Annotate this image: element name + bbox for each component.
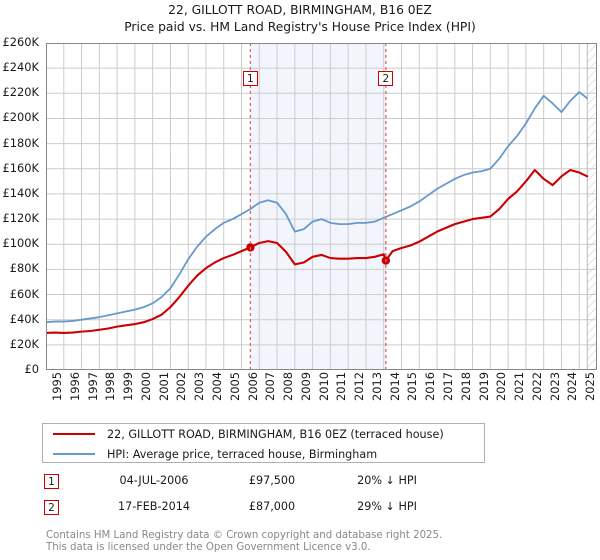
x-axis-tick-label: 2010 — [316, 372, 331, 401]
footer-line-2: This data is licensed under the Open Gov… — [46, 541, 371, 553]
y-axis-tick-label: £240K — [2, 60, 39, 75]
no-data-hatched-region — [586, 43, 597, 370]
x-axis-tick-label: 2001 — [156, 372, 171, 401]
x-axis-tick-label: 2015 — [405, 372, 420, 401]
legend-item-hpi: HPI: Average price, terraced house, Birm… — [43, 444, 484, 464]
y-axis-tick-label: £20K — [9, 336, 39, 351]
title-block: 22, GILLOTT ROAD, BIRMINGHAM, B16 0EZ Pr… — [0, 2, 600, 36]
table-row: 1 04-JUL-2006 £97,500 20% ↓ HPI — [42, 470, 485, 496]
y-axis-labels: £0 £20K £40K £60K £80K £100K £120K £140K £160K £1… — [0, 36, 44, 374]
x-axis-tick-label: 1996 — [67, 372, 82, 401]
copyright-footer: Contains HM Land Registry data © Crown c… — [46, 530, 591, 553]
x-axis-tick-label: 2004 — [209, 372, 224, 401]
x-axis-tick-label: 2002 — [174, 372, 189, 401]
x-axis-tick-label: 2016 — [423, 372, 438, 401]
price-history-line-chart — [46, 43, 597, 370]
legend-swatch-price-paid — [53, 433, 95, 435]
sale-period-band — [250, 43, 386, 370]
x-axis-tick-label: 2019 — [476, 372, 491, 401]
plot-marker-2: 2 — [378, 71, 394, 86]
transaction-index-1: 1 — [44, 474, 59, 489]
x-axis-tick-label: 2007 — [263, 372, 278, 401]
x-axis-tick-label: 1995 — [50, 372, 64, 401]
y-axis-tick-label: £140K — [2, 185, 39, 200]
y-axis-tick-label: £200K — [2, 110, 39, 125]
x-axis-tick-label: 2017 — [441, 372, 456, 401]
sale-event-vertical-lines — [249, 43, 387, 370]
chart-plot-area — [46, 43, 597, 370]
x-axis-tick-label: 2022 — [529, 372, 544, 401]
transactions-table: 1 04-JUL-2006 £97,500 20% ↓ HPI 2 17-FEB… — [42, 470, 485, 522]
y-axis-tick-label: £220K — [2, 85, 39, 100]
page-subtitle: Price paid vs. HM Land Registry's House … — [124, 20, 476, 34]
x-axis-labels: 1995 1996 1997 1998 1999 2000 2001 2002 2003 2004… — [46, 372, 597, 416]
x-axis-tick-label: 2005 — [227, 372, 242, 401]
chart-legend: 22, GILLOTT ROAD, BIRMINGHAM, B16 0EZ (t… — [42, 423, 485, 463]
x-axis-tick-label: 2024 — [565, 372, 580, 401]
page-title: 22, GILLOTT ROAD, BIRMINGHAM, B16 0EZ — [168, 3, 432, 17]
chart-series-lines — [46, 91, 589, 334]
y-axis-tick-label: £60K — [9, 286, 39, 301]
transaction-index-2: 2 — [44, 500, 59, 515]
transaction-price-2: £87,000 — [248, 500, 296, 513]
x-axis-tick-label: 2013 — [369, 372, 384, 401]
x-axis-tick-label: 2008 — [281, 372, 296, 401]
x-axis-tick-label: 2014 — [387, 372, 402, 401]
x-axis-tick-label: 2003 — [192, 372, 207, 401]
x-axis-tick-label: 2009 — [298, 372, 313, 401]
x-axis-tick-label: 1997 — [85, 372, 100, 401]
y-axis-tick-label: £120K — [2, 211, 39, 226]
y-axis-tick-label: £40K — [9, 311, 39, 326]
x-axis-tick-label: 1999 — [121, 372, 136, 401]
x-axis-tick-label: 2011 — [334, 372, 349, 401]
y-axis-tick-label: £160K — [2, 160, 39, 175]
transaction-hpi-delta-1: 20% ↓ HPI — [357, 474, 417, 487]
y-axis-tick-label: £0 — [24, 362, 40, 376]
transaction-date-2: 17-FEB-2014 — [118, 500, 190, 513]
legend-label-hpi: HPI: Average price, terraced house, Birm… — [107, 447, 378, 461]
x-axis-tick-label: 2000 — [138, 372, 153, 401]
x-axis-tick-label: 2020 — [494, 372, 509, 401]
x-axis-tick-label: 1998 — [103, 372, 118, 401]
legend-item-price-paid: 22, GILLOTT ROAD, BIRMINGHAM, B16 0EZ (t… — [43, 424, 484, 444]
transaction-price-1: £97,500 — [248, 474, 296, 487]
y-axis-tick-label: £180K — [2, 135, 39, 150]
transaction-date-1: 04-JUL-2006 — [119, 474, 189, 487]
x-axis-tick-label: 2021 — [512, 372, 527, 401]
table-row: 2 17-FEB-2014 £87,000 29% ↓ HPI — [42, 496, 485, 522]
legend-swatch-hpi — [53, 453, 95, 455]
plot-marker-1: 1 — [242, 71, 258, 86]
x-axis-tick-label: 2018 — [458, 372, 473, 401]
y-axis-tick-label: £80K — [9, 261, 39, 276]
x-axis-tick-label: 2012 — [352, 372, 367, 401]
chart-gridlines — [46, 43, 597, 370]
legend-label-price-paid: 22, GILLOTT ROAD, BIRMINGHAM, B16 0EZ (t… — [107, 427, 444, 441]
x-axis-tick-label: 2006 — [245, 372, 260, 401]
x-axis-tick-label: 2025 — [583, 372, 598, 401]
y-axis-tick-label: £260K — [2, 35, 39, 49]
y-axis-tick-label: £100K — [2, 236, 39, 251]
x-axis-tick-label: 2023 — [547, 372, 562, 401]
transaction-hpi-delta-2: 29% ↓ HPI — [357, 500, 417, 513]
footer-line-1: Contains HM Land Registry data © Crown c… — [46, 530, 443, 541]
